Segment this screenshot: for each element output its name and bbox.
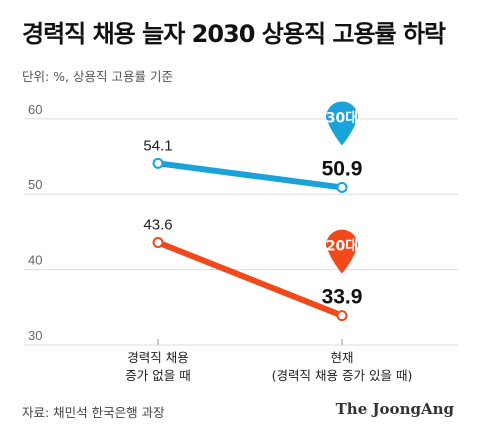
y-tick-label-60: 60 [28,102,42,117]
data-label-1-0: 43.6 [143,216,172,233]
series-name-label-0: 30대 [326,110,358,126]
brand-logo: The JoongAng [335,400,454,418]
series-pin-0 [326,101,358,146]
data-label-0-1: 50.9 [322,157,363,180]
data-point-0-0 [152,157,164,169]
chart-subtitle: 단위: %, 상용직 고용률 기준 [22,69,173,84]
chart-title: 경력직 채용 늘자 2030 상용직 고용률 하락 [22,20,446,48]
x-category-label-1-0: 현재 [330,350,353,365]
data-point-1-0 [152,236,164,248]
x-category-label-1-1: (경력직 채용 증가 있을 때) [272,368,413,383]
y-tick-label-40: 40 [28,253,42,268]
data-point-1-1 [336,310,348,322]
series-line-1 [155,239,345,319]
y-tick-label-30: 30 [28,328,42,343]
data-point-0-1 [336,181,348,193]
y-tick-label-50: 50 [28,177,42,192]
series-line-0 [155,160,345,191]
source-note: 자료: 채민석 한국은행 과장 [22,405,165,420]
series-name-label-1: 20대 [326,239,358,255]
x-category-label-0-1: 증가 없을 때 [125,368,190,383]
data-label-1-1: 33.9 [322,286,363,309]
series-pin-1 [326,229,358,274]
data-label-0-0: 54.1 [143,137,172,154]
x-category-label-0-0: 경력직 채용 [127,350,188,365]
